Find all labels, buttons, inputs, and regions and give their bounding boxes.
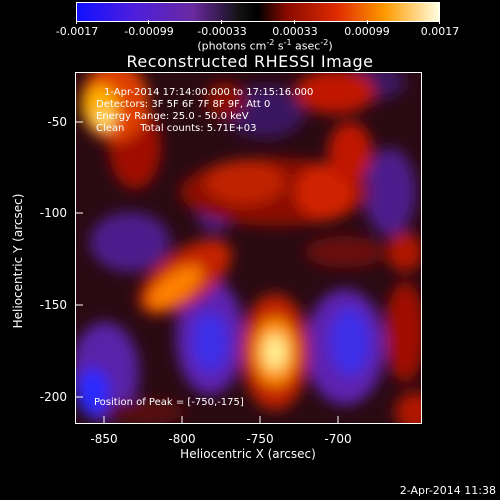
colorbar-tick-label: -0.0017 <box>55 25 99 38</box>
plot-title: Reconstructed RHESSI Image <box>126 52 374 71</box>
clean-counts-label: Clean Total counts: 5.71E+03 <box>96 123 257 134</box>
time-range-label: 1-Apr-2014 17:14:00.000 to 17:15:16.000 <box>104 87 314 98</box>
energy-range-label: Energy Range: 25.0 - 50.0 keV <box>96 111 249 122</box>
x-tick-label: -800 <box>168 432 196 446</box>
colorbar-tick-label: 0.00099 <box>344 25 390 38</box>
x-axis-label: Heliocentric X (arcsec) <box>180 447 316 461</box>
colorbar-tick-label: -0.00033 <box>197 25 247 38</box>
y-axis-label: Heliocentric Y (arcsec) <box>11 193 25 329</box>
y-tick-label: -100 <box>39 206 67 220</box>
colorbar-tick-label: -0.00099 <box>124 25 174 38</box>
colorbar-tickmarks <box>76 20 440 24</box>
peak-position-label: Position of Peak = [-750,-175] <box>94 397 244 408</box>
y-tick-label: -150 <box>39 298 67 312</box>
y-tick-label: -50 <box>47 115 67 129</box>
timestamp: 2-Apr-2014 11:38 <box>399 484 496 497</box>
detectors-label: Detectors: 3F 5F 6F 7F 8F 9F, Att 0 <box>96 99 271 110</box>
rhessi-image <box>75 72 422 424</box>
y-tick-label: -200 <box>39 390 67 404</box>
x-tick-label: -750 <box>246 432 274 446</box>
colorbar-unit-label: (photons cm-2 s-1 asec-2) <box>197 38 333 53</box>
colorbar <box>76 2 440 22</box>
x-tick-label: -850 <box>90 432 118 446</box>
colorbar-tick-label: 0.0017 <box>420 25 460 38</box>
colorbar-tick-label: 0.00033 <box>272 25 318 38</box>
x-tick-label: -700 <box>324 432 352 446</box>
